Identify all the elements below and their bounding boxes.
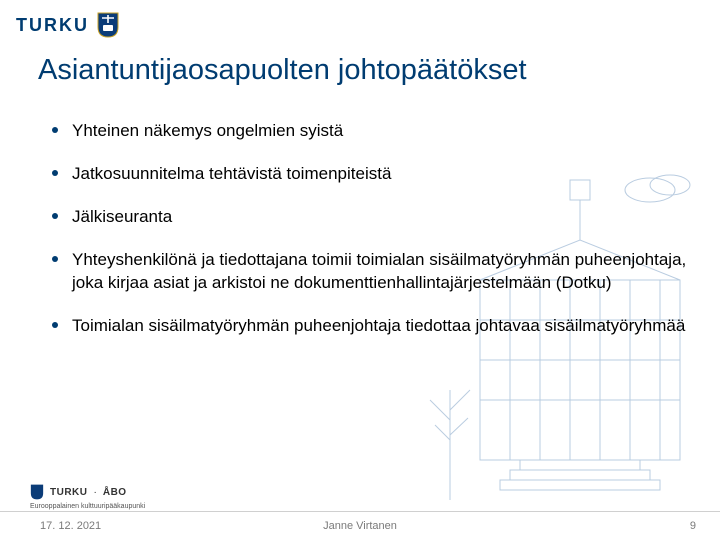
bullet-text: Jälkiseuranta	[72, 206, 172, 229]
bullet-item: Jatkosuunnitelma tehtävistä toimenpiteis…	[52, 163, 690, 186]
footer: 17. 12. 2021 Janne Virtanen 9	[0, 512, 720, 540]
bullet-text: Toimialan sisäilmatyöryhmän puheenjohtaj…	[72, 315, 685, 338]
bullet-text: Yhteyshenkilönä ja tiedottajana toimii t…	[72, 249, 690, 295]
sub-logo: TURKU · ÅBO	[30, 484, 127, 500]
footer-date: 17. 12. 2021	[40, 520, 101, 532]
crest-icon	[97, 12, 119, 38]
sub-logo-left: TURKU	[50, 487, 88, 498]
footer-page-number: 9	[690, 520, 696, 532]
slide: TURKU Asiantuntijaosapuolten johtopäätök…	[0, 0, 720, 540]
bullet-text: Jatkosuunnitelma tehtävistä toimenpiteis…	[72, 163, 391, 186]
bullet-item: Jälkiseuranta	[52, 206, 690, 229]
crest-small-icon	[30, 484, 44, 500]
bullet-dot-icon	[52, 127, 58, 133]
sub-logo-separator: ·	[94, 487, 97, 498]
header-logo: TURKU	[16, 12, 119, 38]
bullet-dot-icon	[52, 170, 58, 176]
bullet-list: Yhteinen näkemys ongelmien syistä Jatkos…	[52, 120, 690, 358]
bullet-item: Toimialan sisäilmatyöryhmän puheenjohtaj…	[52, 315, 690, 338]
bullet-text: Yhteinen näkemys ongelmien syistä	[72, 120, 343, 143]
sub-logo-caption: Eurooppalainen kulttuuripääkaupunki	[30, 503, 145, 510]
bullet-dot-icon	[52, 256, 58, 262]
logo-text: TURKU	[16, 15, 89, 36]
slide-title: Asiantuntijaosapuolten johtopäätökset	[38, 54, 700, 87]
bullet-dot-icon	[52, 322, 58, 328]
footer-author: Janne Virtanen	[323, 520, 397, 532]
sub-logo-right: ÅBO	[103, 487, 127, 498]
bullet-item: Yhteyshenkilönä ja tiedottajana toimii t…	[52, 249, 690, 295]
bullet-dot-icon	[52, 213, 58, 219]
bullet-item: Yhteinen näkemys ongelmien syistä	[52, 120, 690, 143]
